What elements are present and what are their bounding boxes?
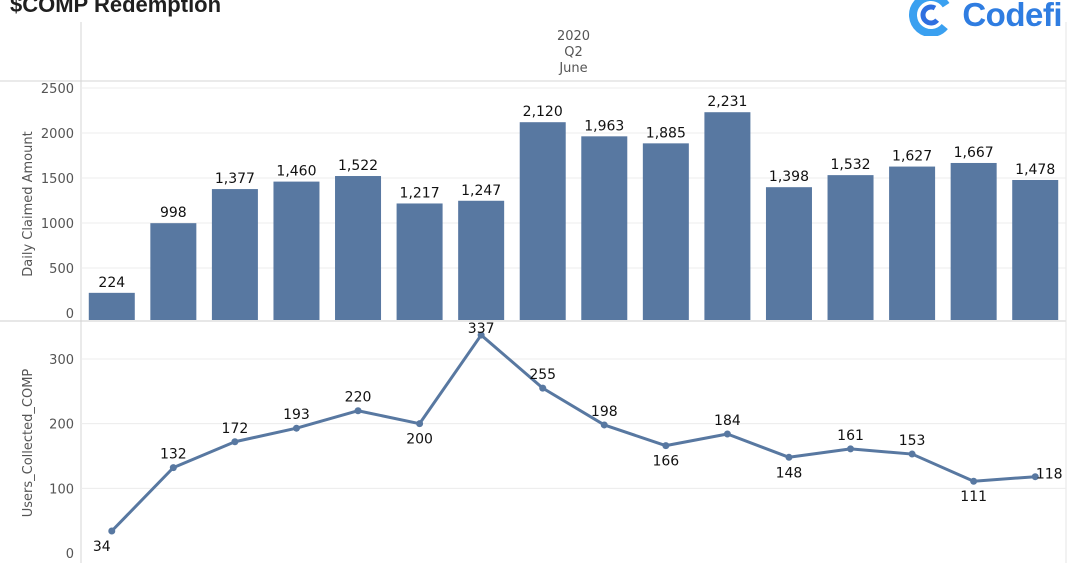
bar-value-label: 2,231: [707, 94, 747, 110]
bar: [827, 175, 874, 320]
bar: [519, 122, 566, 320]
bar: [458, 200, 505, 320]
bar-value-label: 1,217: [400, 185, 440, 201]
bar-value-label: 224: [98, 275, 125, 291]
line-value-label: 220: [345, 390, 372, 406]
line-point: [847, 445, 855, 453]
bar: [765, 187, 812, 320]
bar: [889, 166, 936, 320]
bar-value-label: 2,120: [523, 104, 563, 120]
line-y-tick-label: 100: [49, 482, 74, 497]
bar: [211, 189, 258, 320]
line-point: [416, 420, 424, 428]
line-point: [1031, 473, 1039, 481]
line-value-label: 337: [468, 321, 495, 337]
bar-value-label: 1,963: [584, 118, 624, 134]
line-value-label: 198: [591, 404, 618, 420]
line-point: [169, 464, 177, 472]
column-header-1: Q2: [564, 45, 583, 60]
line-point: [970, 477, 978, 485]
series-line: [110, 333, 1036, 533]
bar: [88, 292, 135, 320]
line-y-tick-label: 0: [66, 547, 74, 562]
logo-text: Codefi: [962, 0, 1062, 33]
bar-value-label: 1,398: [769, 169, 809, 185]
column-header-2: June: [558, 61, 587, 76]
bar-value-label: 1,522: [338, 158, 378, 174]
bar-y-tick-label: 2500: [41, 82, 74, 97]
line-point: [292, 424, 300, 432]
bar: [950, 162, 997, 320]
bar-value-label: 998: [160, 205, 187, 221]
line-value-label: 34: [93, 539, 111, 555]
codefi-logo-icon: [909, 0, 954, 36]
line-point: [723, 430, 731, 438]
bar-y-tick-label: 500: [49, 262, 74, 277]
line-y-tick-label: 300: [49, 353, 74, 368]
bar: [335, 176, 382, 320]
bar-y-axis-title: Daily Claimed Amount: [21, 131, 36, 276]
bar-y-tick-label: 1000: [41, 217, 74, 232]
line-value-label: 161: [837, 428, 864, 444]
line-value-label: 118: [1036, 467, 1063, 483]
line-point: [354, 407, 362, 415]
line-point: [785, 453, 793, 461]
bar: [396, 203, 443, 320]
bar: [581, 136, 628, 320]
line-value-label: 200: [406, 432, 433, 448]
line-point: [539, 384, 547, 392]
page-title: $COMP Redemption: [10, 0, 222, 17]
bar-value-label: 1,885: [646, 125, 686, 141]
bar-value-label: 1,627: [892, 149, 932, 165]
bar-value-label: 1,247: [461, 183, 501, 199]
line-y-tick-label: 200: [49, 418, 74, 433]
line-y-axis-title: Users_Collected_COMP: [21, 369, 36, 518]
line-value-label: 132: [160, 447, 187, 463]
bar-y-tick-label: 2000: [41, 127, 74, 142]
line-point: [108, 527, 116, 535]
line-point: [662, 442, 670, 450]
bar-value-label: 1,460: [276, 164, 316, 180]
bar-value-label: 1,667: [954, 145, 994, 161]
line-point: [600, 421, 608, 429]
bar: [704, 112, 751, 321]
line-point: [908, 450, 916, 458]
bar-y-tick-label: 0: [66, 307, 74, 322]
bar-y-tick-label: 1500: [41, 172, 74, 187]
line-value-label: 255: [529, 367, 556, 383]
line-value-label: 184: [714, 413, 741, 429]
bar: [642, 143, 689, 320]
bar-value-label: 1,478: [1015, 162, 1055, 178]
bar: [273, 181, 320, 320]
bar: [1012, 179, 1059, 320]
bar-value-label: 1,377: [215, 171, 255, 187]
line-point: [231, 438, 239, 446]
line-value-label: 111: [960, 489, 987, 505]
line-value-label: 148: [776, 465, 803, 481]
bar: [150, 223, 197, 320]
line-value-label: 153: [899, 433, 926, 449]
line-value-label: 193: [283, 407, 310, 423]
line-value-label: 172: [222, 421, 249, 437]
column-header-0: 2020: [557, 29, 590, 44]
codefi-logo: Codefi: [906, 0, 1062, 36]
bar-value-label: 1,532: [830, 157, 870, 173]
line-value-label: 166: [652, 454, 679, 470]
line-point: [477, 331, 485, 339]
